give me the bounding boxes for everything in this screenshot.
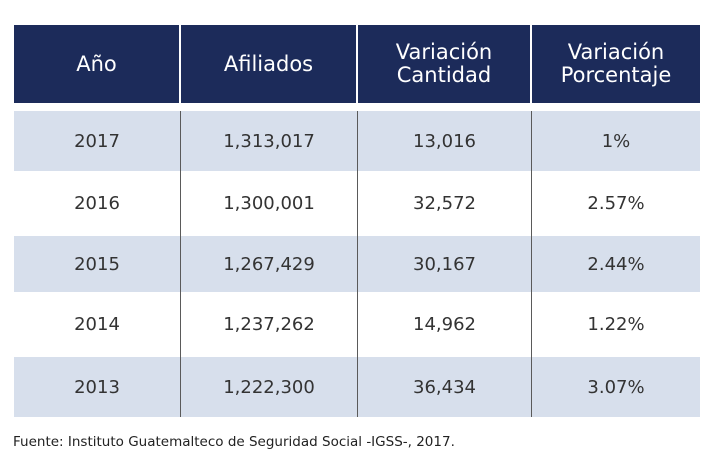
- header-variation-quantity-label: Variación Cantidad: [396, 41, 492, 87]
- affiliates-table: Año Afiliados Variación Cantidad Variaci…: [14, 25, 700, 417]
- cell-variation-quantity: 36,434: [358, 357, 532, 417]
- cell-variation-percentage: 2.44%: [587, 253, 645, 275]
- cell-variation-quantity: 14,962: [358, 292, 532, 357]
- header-gap: [14, 103, 700, 111]
- header-variation-percentage-label: Variación Porcentaje: [561, 41, 672, 87]
- cell-affiliates: 1,237,262: [181, 292, 358, 357]
- header-variation-quantity: Variación Cantidad: [358, 25, 532, 103]
- cell-affiliates: 1,300,001: [181, 171, 358, 236]
- header-affiliates: Afiliados: [181, 25, 358, 103]
- header-variation-quantity-line2: Cantidad: [396, 63, 492, 87]
- table-row: 2013 1,222,300 36,434 3.07%: [14, 357, 700, 417]
- header-variation-quantity-line1: Variación: [395, 40, 493, 64]
- cell-year: 2015: [14, 236, 181, 292]
- header-year: Año: [14, 25, 181, 103]
- table-header-row: Año Afiliados Variación Cantidad Variaci…: [14, 25, 700, 103]
- header-year-label: Año: [76, 51, 117, 76]
- cell-year: 2013: [14, 357, 181, 417]
- cell-variation-quantity: 30,167: [358, 236, 532, 292]
- cell-year: 2017: [14, 111, 181, 171]
- cell-affiliates: 1,313,017: [181, 111, 358, 171]
- cell-year: 2016: [14, 171, 181, 236]
- source-note: Fuente: Instituto Guatemalteco de Seguri…: [13, 434, 455, 450]
- cell-affiliates: 1,222,300: [181, 357, 358, 417]
- table-row: 2014 1,237,262 14,962 1.22%: [14, 292, 700, 357]
- cell-variation-percentage: 2.57%: [587, 193, 645, 214]
- header-variation-percentage: Variación Porcentaje: [532, 25, 700, 103]
- header-variation-percentage-line2: Porcentaje: [560, 63, 672, 87]
- cell-variation-percentage: 1%: [601, 130, 631, 152]
- table-row: 2015 1,267,429 30,167 2.44%: [14, 236, 700, 292]
- table-row: 2016 1,300,001 32,572 2.57%: [14, 171, 700, 236]
- header-variation-percentage-line1: Variación: [567, 40, 665, 64]
- cell-variation-quantity: 13,016: [358, 111, 532, 171]
- cell-variation-percentage: 3.07%: [587, 376, 645, 398]
- cell-variation-quantity: 32,572: [358, 171, 532, 236]
- cell-affiliates: 1,267,429: [181, 236, 358, 292]
- table-row: 2017 1,313,017 13,016 1%: [14, 111, 700, 171]
- cell-year: 2014: [14, 292, 181, 357]
- header-affiliates-label: Afiliados: [223, 51, 314, 76]
- cell-variation-percentage: 1.22%: [587, 314, 645, 335]
